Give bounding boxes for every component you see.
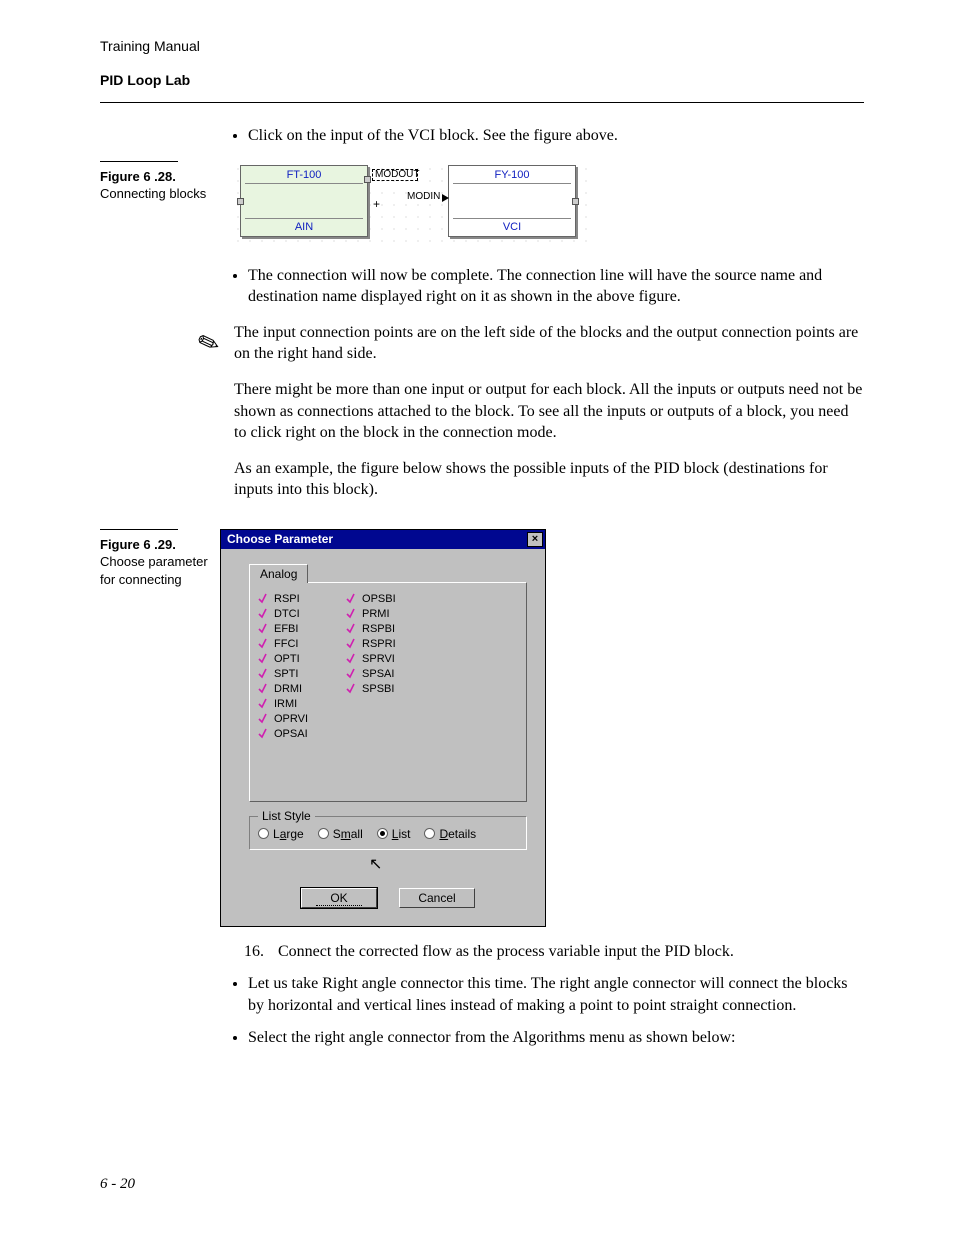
param-item[interactable]: OPRVI: [258, 713, 308, 725]
block-fy100-foot: VCI: [453, 218, 571, 233]
figure-6-28-number: Figure 6 .28.: [100, 168, 220, 186]
pencil-icon: ✎: [193, 323, 225, 363]
top-bullet-block: Click on the input of the VCI block. See…: [220, 125, 864, 147]
plus-icon: +: [373, 197, 380, 211]
block-ft100-title: FT-100: [245, 169, 363, 184]
param-item[interactable]: PRMI: [346, 608, 396, 620]
step-number: 16.: [220, 941, 278, 963]
figure-6-28-text: Connecting blocks: [100, 185, 220, 203]
port-left-in: [237, 198, 244, 205]
list-style-radios: Large Small List Details: [258, 827, 518, 841]
param-item[interactable]: DTCI: [258, 608, 308, 620]
param-item[interactable]: FFCI: [258, 638, 308, 650]
param-item[interactable]: IRMI: [258, 698, 308, 710]
radio-option[interactable]: Large: [258, 827, 304, 841]
arrow-icon: [442, 194, 449, 202]
param-item[interactable]: RSPRI: [346, 638, 396, 650]
block-fy100: FY-100 VCI: [448, 165, 576, 237]
bullet-item: Select the right angle connector from th…: [248, 1027, 864, 1049]
param-item[interactable]: SPTI: [258, 668, 308, 680]
block-ft100: FT-100 AIN: [240, 165, 368, 237]
note-para-1: The input connection points are on the l…: [234, 322, 864, 365]
param-item[interactable]: SPSAI: [346, 668, 396, 680]
figure-6-28-diagram: FT-100 AIN FY-100 VCI MODOUT MODIN +: [230, 161, 590, 247]
tab-analog[interactable]: Analog: [249, 564, 308, 583]
list-style-legend: List Style: [258, 809, 315, 823]
figure-6-29-row: Figure 6 .29. Choose parameter for conne…: [100, 529, 864, 927]
note-row: ✎ The input connection points are on the…: [100, 322, 864, 515]
ok-button[interactable]: OK: [301, 888, 377, 908]
param-item[interactable]: RSPBI: [346, 623, 396, 635]
step-text: Connect the corrected flow as the proces…: [278, 941, 734, 963]
header-rule: [100, 102, 864, 103]
param-column-2: OPSBI PRMI RSPBI RSPRI SPRVI SPSAI SPSBI: [346, 593, 396, 791]
param-item[interactable]: OPSBI: [346, 593, 396, 605]
choose-parameter-dialog: Choose Parameter × Analog RSPI DTCI EFBI FF…: [220, 529, 546, 927]
step-16: 16. Connect the corrected flow as the pr…: [220, 941, 864, 963]
dialog-titlebar: Choose Parameter ×: [221, 530, 545, 549]
param-item[interactable]: EFBI: [258, 623, 308, 635]
port-right-out: [572, 198, 579, 205]
list-style-group: List Style LargeSmallListDetails: [249, 816, 527, 850]
modout-label: MODOUT: [375, 169, 419, 180]
header-line-1: Training Manual: [100, 38, 864, 54]
block-ft100-foot: AIN: [245, 218, 363, 233]
header-line-2: PID Loop Lab: [100, 72, 864, 88]
cancel-button[interactable]: Cancel: [399, 888, 475, 908]
port-left-out: [364, 176, 371, 183]
figure-6-29-text: Choose parameter for connecting: [100, 553, 220, 588]
figure-6-29-number: Figure 6 .29.: [100, 536, 220, 554]
param-item[interactable]: OPTI: [258, 653, 308, 665]
step-16-row: 16. Connect the corrected flow as the pr…: [100, 941, 864, 1062]
param-item[interactable]: SPRVI: [346, 653, 396, 665]
figure-6-28-caption: Figure 6 .28. Connecting blocks: [100, 161, 220, 203]
bullet-item: Click on the input of the VCI block. See…: [248, 125, 864, 147]
param-item[interactable]: SPSBI: [346, 683, 396, 695]
bullet-item: Let us take Right angle connector this t…: [248, 973, 864, 1016]
radio-option[interactable]: List: [377, 827, 411, 841]
block-fy100-title: FY-100: [453, 169, 571, 184]
radio-option[interactable]: Details: [424, 827, 476, 841]
modin-label: MODIN: [407, 191, 440, 202]
note-para-2: There might be more than one input or ou…: [234, 379, 864, 444]
figure-6-28-row: Figure 6 .28. Connecting blocks FT-100 A…: [100, 161, 864, 251]
param-item[interactable]: OPSAI: [258, 728, 308, 740]
page-footer: 6 - 20: [100, 1176, 135, 1193]
mid-bullet-block: The connection will now be complete. The…: [220, 265, 864, 308]
tab-panel: RSPI DTCI EFBI FFCI OPTI SPTI DRMI IRMI OPRVI OPS…: [249, 582, 527, 802]
close-icon[interactable]: ×: [527, 532, 543, 547]
note-para-3: As an example, the figure below shows th…: [234, 458, 864, 501]
dialog-title: Choose Parameter: [227, 532, 333, 546]
bullet-item: The connection will now be complete. The…: [248, 265, 864, 308]
figure-6-29-caption: Figure 6 .29. Choose parameter for conne…: [100, 529, 220, 589]
param-item[interactable]: DRMI: [258, 683, 308, 695]
param-column-1: RSPI DTCI EFBI FFCI OPTI SPTI DRMI IRMI OPRVI OPS…: [258, 593, 308, 791]
radio-option[interactable]: Small: [318, 827, 363, 841]
cursor-icon: ↖: [369, 854, 527, 874]
page: Training Manual PID Loop Lab Click on th…: [0, 0, 954, 1235]
param-item[interactable]: RSPI: [258, 593, 308, 605]
